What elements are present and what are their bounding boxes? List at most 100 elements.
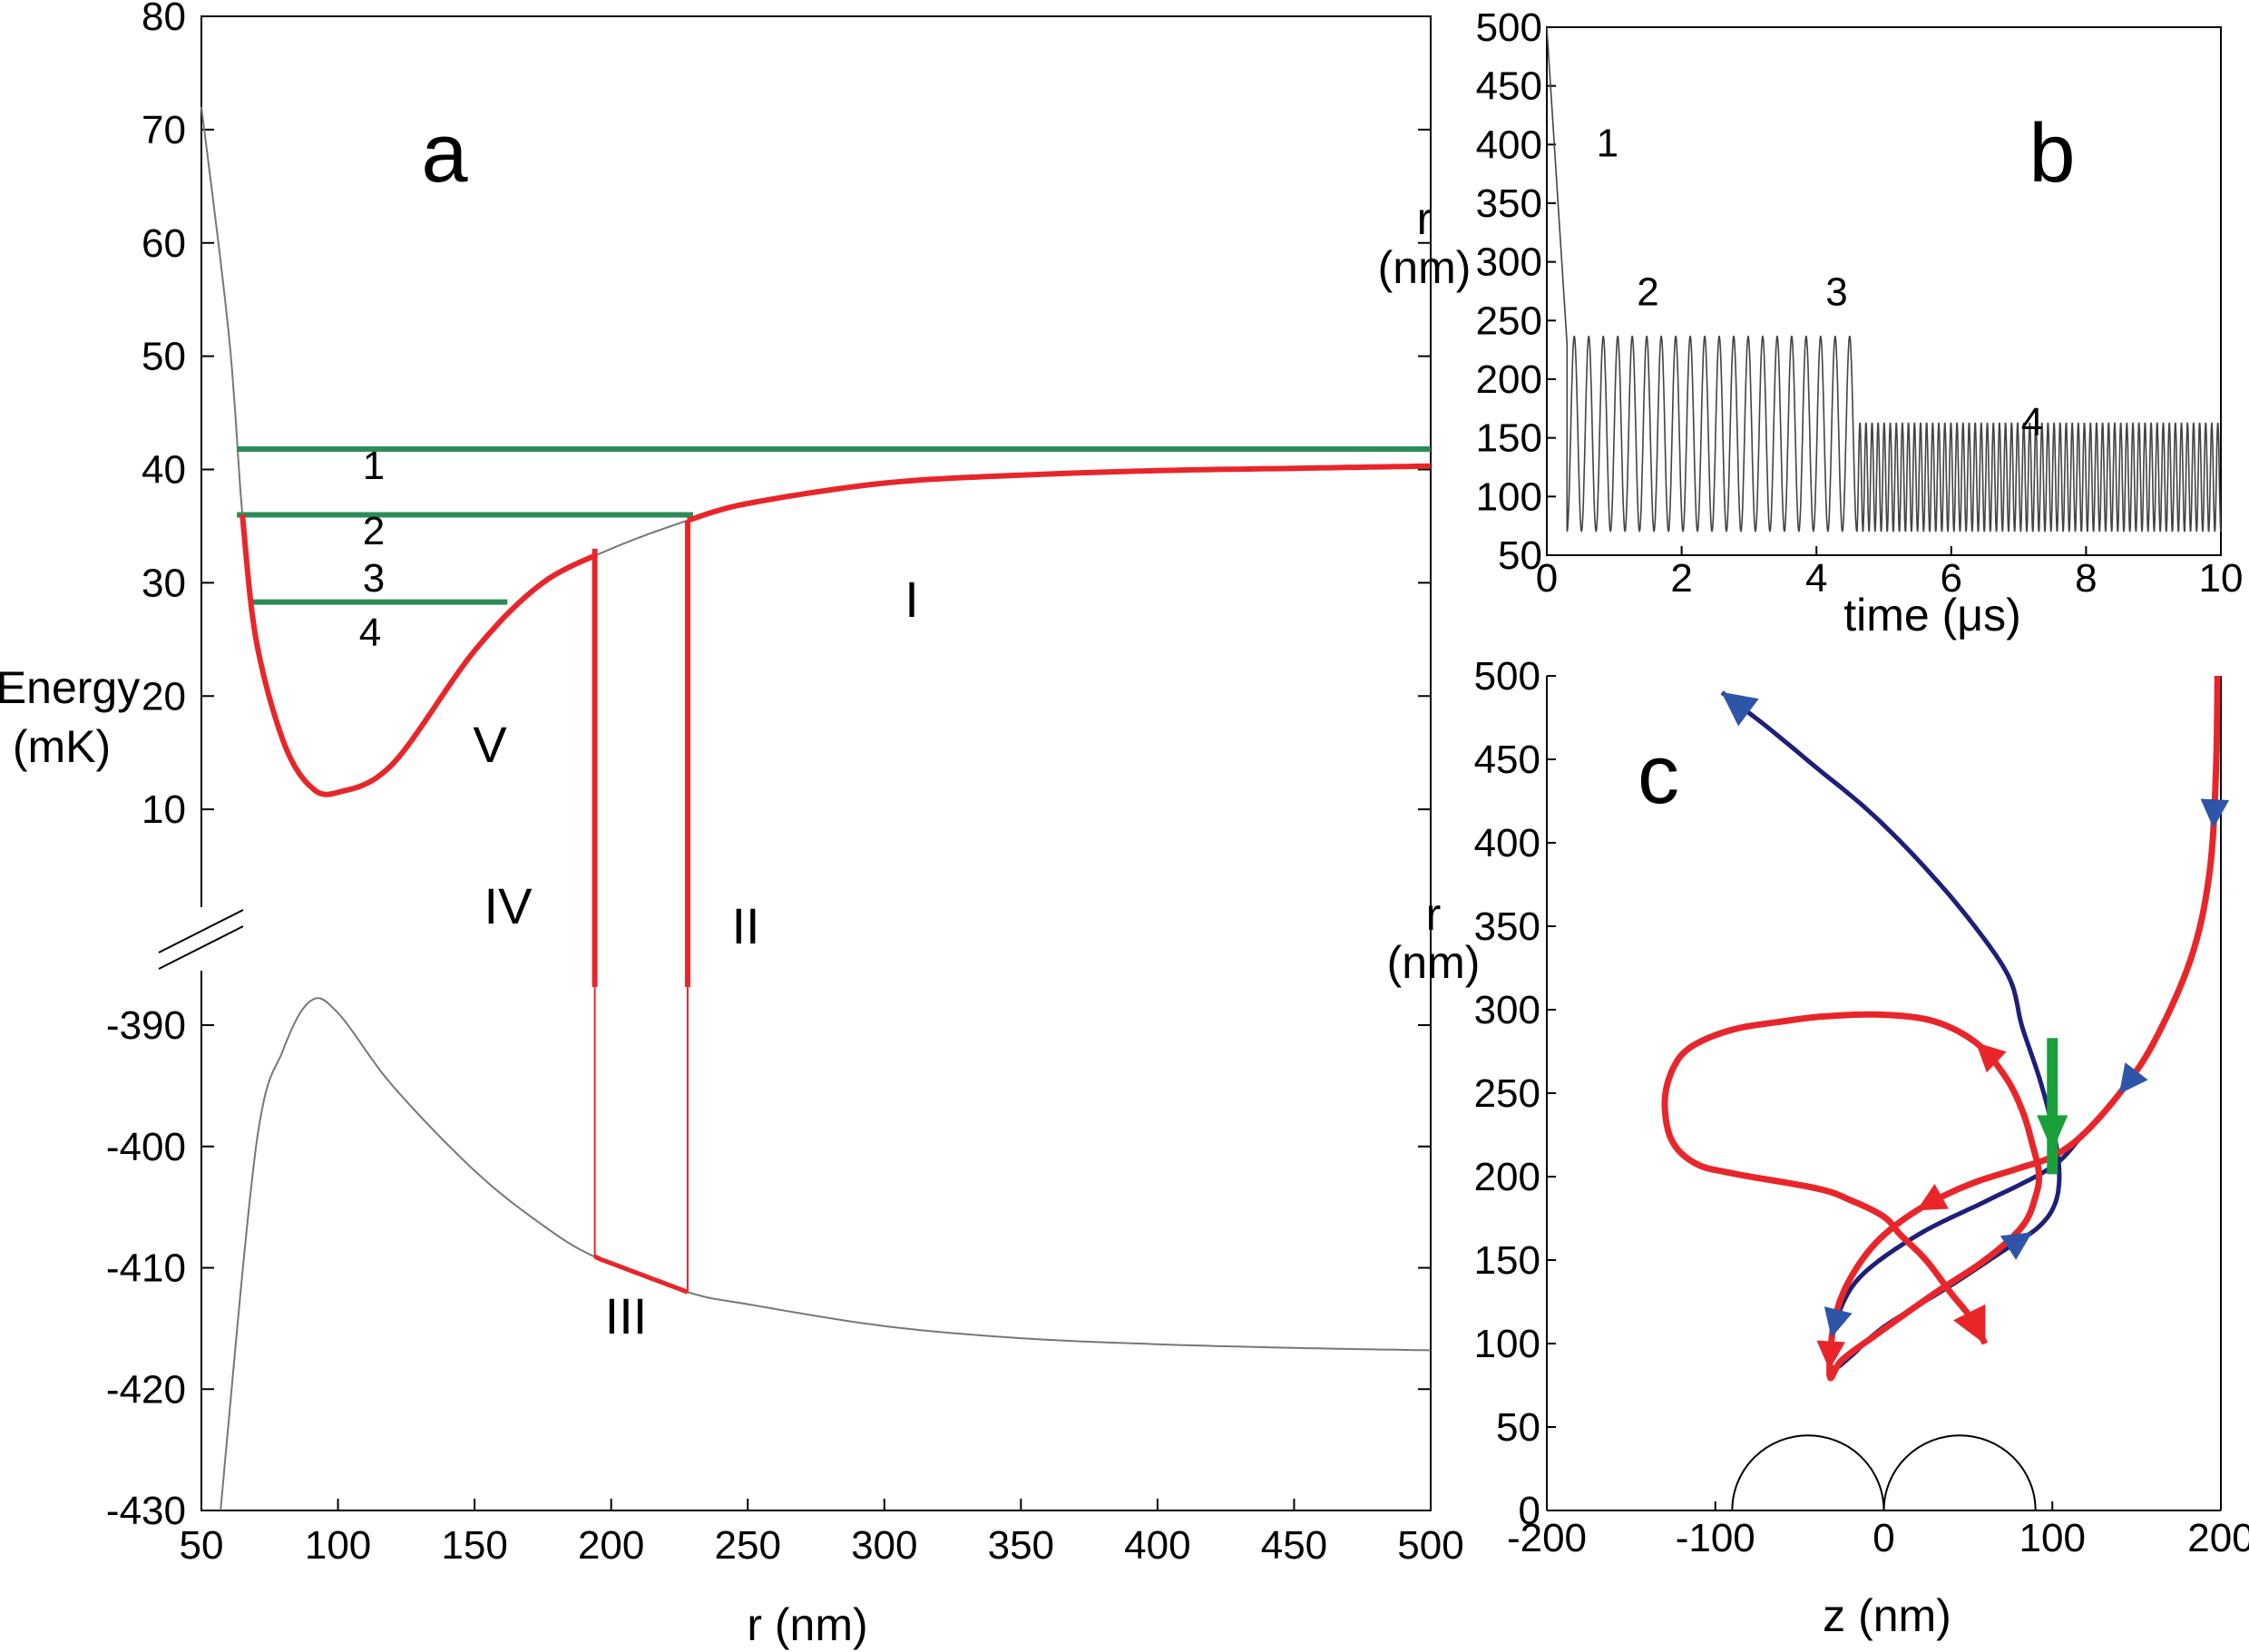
x-tick-label: 500 (1397, 1523, 1463, 1568)
lower-potential-curve (220, 997, 1432, 1511)
x-tick-label: 100 (305, 1523, 371, 1568)
x-tick-label: 200 (578, 1523, 644, 1568)
arrow-green-head (2037, 1115, 2068, 1152)
x-tick-label: 100 (2019, 1516, 2086, 1560)
y-tick-label: 20 (142, 674, 186, 718)
x-tick-label: 250 (715, 1523, 781, 1568)
x-tick-label: 6 (1941, 556, 1962, 601)
y-tick-label: 500 (1474, 654, 1540, 699)
x-tick-label: -100 (1676, 1516, 1755, 1560)
panel-b-ylabel-unit: (nm) (1378, 242, 1472, 293)
y-tick-label: 200 (1476, 357, 1542, 402)
x-tick-label: 4 (1805, 556, 1827, 601)
panel-a-y-ticks: 80 70 60 50 40 30 20 10 -390 -400 -410 -420 -430 (106, 0, 1431, 1533)
region-label-III: III (605, 1287, 648, 1344)
y-tick-label: 300 (1476, 240, 1542, 285)
x-tick-label: 0 (1536, 556, 1558, 601)
level-label-1: 1 (363, 444, 385, 488)
x-tick-label: 300 (851, 1523, 917, 1568)
panel-b-y-ticks: 500 450 400 350 300 250 200 150 100 50 (1476, 5, 1556, 578)
level-label-3: 3 (363, 556, 385, 601)
surface-lobe-2 (1882, 1434, 2037, 1511)
panel-a-ylabel-unit: (mK) (13, 721, 111, 772)
y-tick-label: 30 (142, 561, 186, 605)
panel-c-x-ticks: -200 -100 0 100 200 (1507, 1501, 2249, 1560)
panel-c-letter: c (1638, 728, 1679, 821)
axis-break-marks (136, 907, 272, 971)
region-label-IV: IV (484, 877, 533, 934)
y-tick-label: -420 (106, 1367, 186, 1412)
y-tick-label: 500 (1476, 5, 1542, 50)
panel-a: 50 100 150 200 250 300 350 400 450 500 80 70 60 50 40… (0, 0, 1464, 1650)
level-label-2: 2 (363, 509, 385, 553)
x-tick-label: 150 (441, 1523, 507, 1568)
stage-label-3: 3 (1825, 270, 1847, 315)
arrow-navy-entry (2200, 798, 2230, 828)
arrow-red-exit (1953, 1304, 1986, 1345)
y-tick-label: 250 (1476, 298, 1542, 343)
x-tick-label: -200 (1507, 1516, 1587, 1560)
y-tick-label: -430 (106, 1489, 186, 1533)
x-tick-label: 350 (988, 1523, 1054, 1568)
y-tick-label: 50 (142, 335, 186, 379)
y-tick-label: 80 (142, 0, 186, 39)
panel-b-xlabel: time (μs) (1843, 590, 2020, 640)
y-tick-label: -400 (106, 1125, 186, 1169)
y-tick-label: 50 (1496, 1405, 1540, 1450)
y-tick-label: 100 (1474, 1322, 1540, 1366)
y-tick-label: 400 (1476, 122, 1542, 167)
level-label-4: 4 (359, 611, 381, 655)
panel-c-ylabel-unit: (nm) (1387, 937, 1481, 988)
panel-a-x-ticks: 50 100 150 200 250 300 350 400 450 500 (180, 1499, 1464, 1568)
arrow-navy-exit (1721, 691, 1759, 727)
y-tick-label: 450 (1476, 64, 1542, 109)
x-tick-label: 2 (1670, 556, 1692, 601)
x-tick-label: 200 (2187, 1516, 2249, 1560)
trajectory-red (1661, 675, 2221, 1382)
y-tick-label: 40 (142, 448, 186, 493)
arrow-navy-loop-left (1824, 1306, 1853, 1338)
x-tick-label: 400 (1124, 1523, 1190, 1568)
panel-b-ylabel: r (1417, 193, 1433, 244)
y-tick-label: 50 (1498, 533, 1542, 578)
y-tick-label: 450 (1474, 738, 1540, 782)
x-tick-label: 0 (1873, 1516, 1894, 1560)
panel-a-xlabel: r (nm) (747, 1599, 867, 1650)
panel-c-ylabel: r (1426, 889, 1442, 940)
y-tick-label: 250 (1474, 1071, 1540, 1116)
y-tick-label: 60 (142, 221, 186, 266)
y-tick-label: 150 (1474, 1238, 1540, 1283)
region-V-path (240, 514, 595, 797)
region-label-V: V (473, 716, 507, 773)
x-tick-label: 8 (2075, 556, 2097, 601)
y-tick-label: 100 (1476, 474, 1542, 519)
y-tick-label: -410 (106, 1246, 186, 1291)
arrow-navy-approach (2118, 1062, 2148, 1094)
panel-a-frame (200, 15, 1432, 1511)
y-tick-label: 300 (1474, 988, 1540, 1032)
panel-b-frame (1546, 26, 2222, 556)
y-tick-label: -390 (106, 1003, 186, 1048)
y-tick-label: 70 (142, 108, 186, 152)
x-tick-label: 50 (180, 1523, 224, 1568)
stage-label-4: 4 (2021, 400, 2043, 445)
region-I-path (687, 463, 1432, 523)
panel-b-stage-labels: 1 2 3 4 (1597, 121, 2044, 445)
panel-c: -200 -100 0 100 200 500450400350300250200150… (1387, 654, 2249, 1641)
panel-a-letter: a (421, 107, 468, 200)
arrow-red-inner (1916, 1184, 1949, 1211)
region-III-path (593, 1254, 689, 1295)
panel-c-curves (1661, 675, 2230, 1511)
y-tick-label: 400 (1474, 821, 1540, 865)
x-tick-label: 450 (1261, 1523, 1327, 1568)
y-tick-label: 200 (1474, 1155, 1540, 1199)
arrow-navy-loop-right (2000, 1232, 2033, 1260)
stage-label-1: 1 (1597, 121, 1618, 165)
panel-a-ylabel: Energy (0, 662, 140, 713)
panel-b-curves (1546, 26, 2222, 533)
surface-lobe-1 (1731, 1434, 1885, 1511)
arrow-red-upper (1975, 1042, 2007, 1073)
